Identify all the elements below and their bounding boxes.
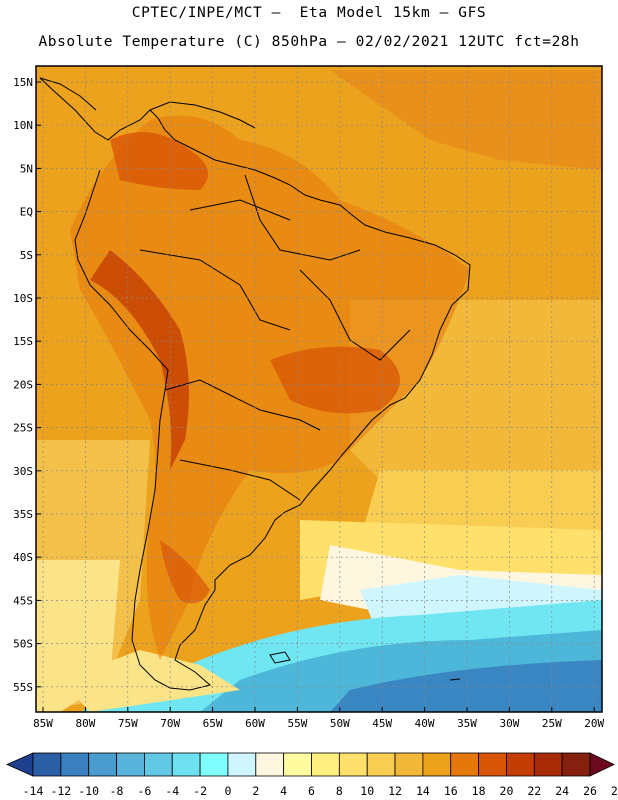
lat-tick-label: 15S (13, 335, 33, 348)
colorbar-label: -14 (23, 784, 44, 798)
colorbar-swatch (312, 753, 340, 776)
lat-tick-label: 30S (13, 465, 33, 478)
lon-tick-label: 30W (499, 717, 519, 730)
lat-tick-label: 15N (13, 76, 33, 89)
colorbar-swatch (284, 753, 312, 776)
lon-tick-label: 80W (75, 717, 95, 730)
colorbar-label: -2 (193, 784, 207, 798)
lat-tick-label: 35S (13, 508, 33, 521)
lon-tick-label: 35W (457, 717, 477, 730)
colorbar-label: 2 (252, 784, 259, 798)
colorbar-swatch (534, 753, 562, 776)
colorbar-label: 10 (360, 784, 374, 798)
colorbar-swatch (144, 753, 172, 776)
colorbar-arrow-high (590, 753, 614, 776)
colorbar-swatch (117, 753, 145, 776)
colorbar-label: 14 (416, 784, 430, 798)
colorbar-label: 28 (611, 784, 618, 798)
map-figure: 15N 10N 5N EQ 5S 10S 15S 20S 25S 30S 35S 40S 45S 50S 5… (0, 0, 618, 800)
colorbar-swatch (228, 753, 256, 776)
colorbar-swatch (479, 753, 507, 776)
lon-tick-label: 40W (415, 717, 435, 730)
colorbar-swatch (33, 753, 61, 776)
colorbar-label: 26 (583, 784, 597, 798)
colorbar-label: 18 (472, 784, 486, 798)
lon-tick-label: 70W (160, 717, 180, 730)
colorbar-label: -6 (137, 784, 151, 798)
colorbar-label: 6 (308, 784, 315, 798)
colorbar-swatch (506, 753, 534, 776)
lat-tick-label: 5S (20, 249, 33, 262)
colorbar-swatch (256, 753, 284, 776)
colorbar-swatch (61, 753, 89, 776)
lat-tick-label: 10N (13, 119, 33, 132)
lat-tick-label: 10S (13, 292, 33, 305)
colorbar-label: -10 (78, 784, 99, 798)
colorbar-swatch (172, 753, 200, 776)
colorbar-swatch (562, 753, 590, 776)
colorbar-label: -12 (50, 784, 71, 798)
lon-tick-label: 55W (287, 717, 307, 730)
lon-tick-label: 60W (245, 717, 265, 730)
colorbar-swatch (395, 753, 423, 776)
lat-tick-label: 40S (13, 551, 33, 564)
lon-tick-label: 85W (33, 717, 53, 730)
colorbar-label: 24 (555, 784, 569, 798)
lat-tick-label: 20S (13, 378, 33, 391)
colorbar-arrow-low (7, 753, 33, 776)
lon-tick-label: 75W (118, 717, 138, 730)
temperature-field (36, 66, 602, 712)
lon-tick-label: 45W (372, 717, 392, 730)
colorbar-label: 4 (280, 784, 287, 798)
colorbar-swatch (423, 753, 451, 776)
lat-tick-label: EQ (20, 206, 33, 219)
lat-tick-label: 25S (13, 422, 33, 435)
colorbar-label: -4 (165, 784, 179, 798)
lat-tick-label: 50S (13, 638, 33, 651)
colorbar-label: 16 (444, 784, 458, 798)
lat-tick-label: 55S (13, 681, 33, 694)
lon-tick-label: 65W (203, 717, 223, 730)
lon-tick-label: 20W (584, 717, 604, 730)
colorbar-label: 22 (527, 784, 541, 798)
colorbar-swatch (89, 753, 117, 776)
colorbar-label: 20 (500, 784, 514, 798)
colorbar-label: -8 (110, 784, 124, 798)
colorbar-swatch (451, 753, 479, 776)
colorbar-label: 8 (336, 784, 343, 798)
lat-tick-label: 5N (20, 162, 33, 175)
lon-tick-label: 25W (542, 717, 562, 730)
colorbar-swatch (339, 753, 367, 776)
colorbar-swatch (200, 753, 228, 776)
colorbar: -14 -12 -10 -8 -6 -4 -2 0 2 4 6 8 10 12 14 16 18 20 22 24 26… (7, 753, 618, 798)
colorbar-label: 0 (224, 784, 231, 798)
colorbar-label: 12 (388, 784, 402, 798)
lat-tick-label: 45S (13, 594, 33, 607)
lon-tick-label: 50W (330, 717, 350, 730)
colorbar-swatch (367, 753, 395, 776)
